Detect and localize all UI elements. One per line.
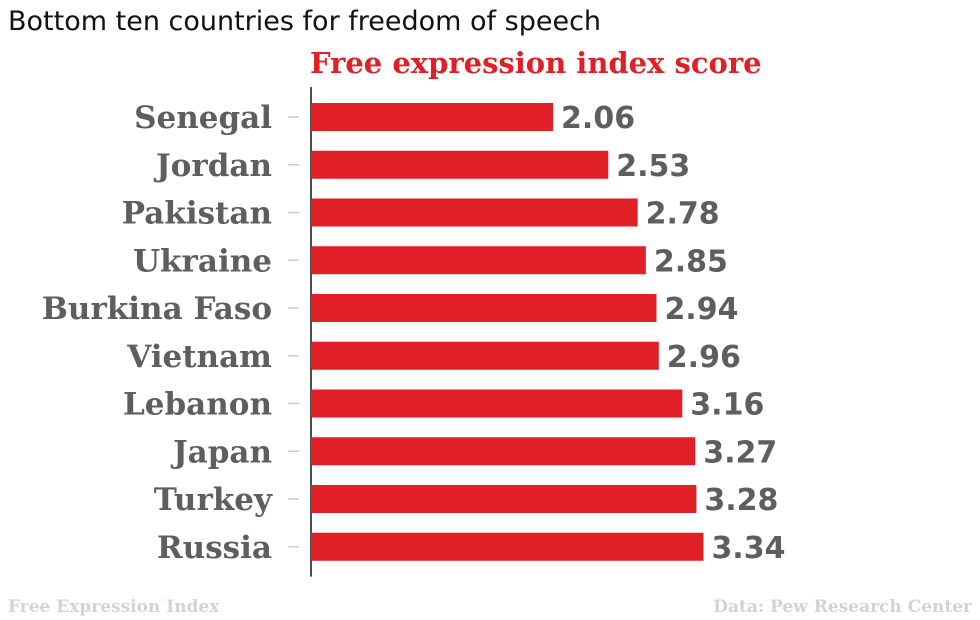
bar [311, 198, 638, 227]
data-label: 2.53 [616, 149, 690, 184]
y-tick-label: Japan [170, 434, 272, 470]
bar [311, 389, 683, 418]
y-tick-label: Lebanon [123, 387, 272, 423]
bar [311, 485, 697, 513]
data-label: 2.94 [664, 292, 738, 327]
footer-source-right: Data: Pew Research Center [713, 597, 972, 617]
bar [311, 437, 696, 466]
page-title: Bottom ten countries for freedom of spee… [8, 6, 602, 37]
data-label: 2.06 [561, 101, 635, 136]
bar [311, 294, 657, 322]
y-tick-label: Jordan [153, 148, 272, 184]
bar [311, 532, 704, 561]
chart-title: Free expression index score [310, 46, 762, 80]
y-tick-label: Ukraine [133, 243, 272, 279]
data-label: 2.78 [646, 197, 720, 232]
data-label: 3.28 [704, 483, 778, 518]
data-label: 2.85 [654, 244, 728, 279]
y-tick-label: Turkey [154, 482, 273, 518]
y-tick-label: Russia [157, 530, 272, 566]
y-tick-label: Pakistan [122, 196, 272, 232]
bar [311, 341, 659, 370]
bar [311, 103, 554, 131]
bar [311, 246, 646, 275]
data-label: 3.16 [690, 388, 764, 423]
footer-source-left: Free Expression Index [8, 597, 220, 617]
data-label: 2.96 [667, 340, 741, 375]
y-tick-label: Vietnam [126, 339, 272, 375]
y-tick-label: Senegal [134, 100, 272, 136]
data-label: 3.34 [711, 531, 785, 566]
bar [311, 150, 609, 179]
data-label: 3.27 [703, 435, 777, 470]
y-tick-label: Burkina Faso [42, 291, 272, 327]
